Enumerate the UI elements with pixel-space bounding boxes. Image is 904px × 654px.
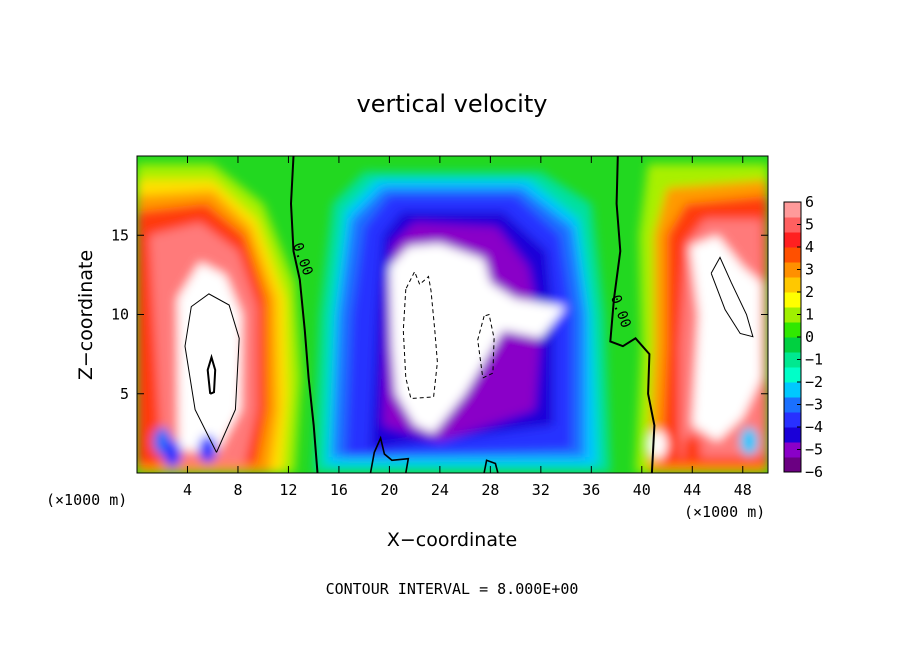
x-unit-left: (×1000 m) <box>46 491 127 509</box>
x-tick-label: 8 <box>233 481 242 499</box>
colorbar-swatch <box>784 232 801 248</box>
zero-contour-right <box>609 156 656 473</box>
colorbar-swatch <box>784 352 801 368</box>
colorbar-swatch <box>784 412 801 428</box>
contour-interval-note: CONTOUR INTERVAL = 8.000E+00 <box>326 580 579 598</box>
updraft-right-core <box>689 235 762 442</box>
colorbar-swatch <box>784 217 801 233</box>
colorbar-tick-label: 4 <box>805 238 814 256</box>
x-axis-ticks: 4 8 12 16 20 24 28 32 36 40 44 48 <box>183 156 752 499</box>
colorbar-swatch <box>784 247 801 263</box>
inner-contour-left <box>206 353 217 395</box>
x-tick-label: 12 <box>279 481 297 499</box>
contour-lines: 0.000.00 <box>184 156 754 473</box>
colorbar-tick-label: 5 <box>805 216 814 234</box>
x-tick-label: 48 <box>734 481 752 499</box>
x-tick-label: 40 <box>633 481 651 499</box>
field-cell <box>740 427 759 456</box>
colorbar-tick-label: 1 <box>805 306 814 324</box>
zero-contour-left <box>289 156 319 473</box>
x-tick-label: 16 <box>330 481 348 499</box>
x-tick-label: 36 <box>582 481 600 499</box>
heatmap-field <box>137 156 768 473</box>
colorbar: 6 5 4 3 2 1 0 −1 −2 −3 −4 −5 −6 <box>783 193 823 481</box>
colorbar-tick-label: 3 <box>805 261 814 279</box>
y-tick-label: 5 <box>120 385 129 403</box>
x-tick-label: 20 <box>380 481 398 499</box>
colorbar-swatch <box>784 397 801 413</box>
colorbar-tick-label: 2 <box>805 283 814 301</box>
colorbar-tick-label: −5 <box>805 441 823 459</box>
y-axis-label: Z−coordinate <box>75 250 97 380</box>
negative-contour-a <box>402 270 438 400</box>
x-tick-label: 32 <box>532 481 550 499</box>
colorbar-swatch <box>784 442 801 458</box>
y-tick-label: 15 <box>111 226 129 244</box>
zero-contour-bottom-b <box>483 459 499 473</box>
colorbar-swatch <box>784 367 801 383</box>
colorbar-tick-label: 0 <box>805 328 814 346</box>
y-tick-label: 10 <box>111 306 129 324</box>
x-axis-label: X−coordinate <box>387 529 517 551</box>
x-tick-label: 4 <box>183 481 192 499</box>
updraft-left-core <box>177 262 242 454</box>
colorbar-swatch <box>784 382 801 398</box>
colorbar-swatch <box>784 277 801 293</box>
colorbar-swatch <box>784 457 801 473</box>
negative-contour-b <box>477 313 495 379</box>
colorbar-swatch <box>784 427 801 443</box>
colorbar-tick-label: 6 <box>805 193 814 211</box>
colorbar-swatch <box>784 307 801 323</box>
colorbar-swatch <box>784 292 801 308</box>
x-tick-label: 28 <box>481 481 499 499</box>
colorbar-tick-label: −6 <box>805 463 823 481</box>
positive-contour-right <box>710 256 754 338</box>
colorbar-swatch <box>784 337 801 353</box>
chart-title: vertical velocity <box>357 90 548 118</box>
field-cell <box>198 435 217 464</box>
x-tick-label: 24 <box>431 481 449 499</box>
field-cell <box>683 435 702 464</box>
field-blobs <box>137 163 768 473</box>
colorbar-swatch <box>784 322 801 338</box>
positive-contour-left <box>184 293 240 453</box>
colorbar-swatch <box>784 262 801 278</box>
colorbar-tick-label: −3 <box>805 396 823 414</box>
colorbar-tick-label: −2 <box>805 373 823 391</box>
colorbar-tick-label: −1 <box>805 351 823 369</box>
y-axis-ticks: 5 10 15 <box>111 226 768 403</box>
colorbar-tick-label: −4 <box>805 418 823 436</box>
field-cell <box>163 439 182 468</box>
x-tick-label: 44 <box>683 481 701 499</box>
colorbar-swatch <box>784 202 801 218</box>
zero-contour-bottom-a <box>369 435 410 473</box>
x-unit-right: (×1000 m) <box>684 503 765 521</box>
